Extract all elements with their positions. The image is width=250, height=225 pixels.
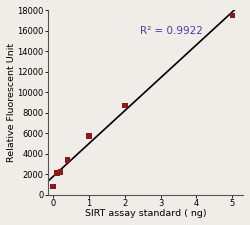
X-axis label: SIRT assay standard ( ng): SIRT assay standard ( ng) xyxy=(85,209,206,218)
Text: R² = 0.9922: R² = 0.9922 xyxy=(140,26,202,36)
Point xyxy=(51,184,55,188)
Point xyxy=(123,104,127,107)
Point xyxy=(66,158,70,162)
Point xyxy=(230,14,234,17)
Point xyxy=(87,134,91,138)
Point xyxy=(55,171,59,175)
Y-axis label: Relative Fluorescent Unit: Relative Fluorescent Unit xyxy=(7,43,16,162)
Point xyxy=(58,170,62,174)
